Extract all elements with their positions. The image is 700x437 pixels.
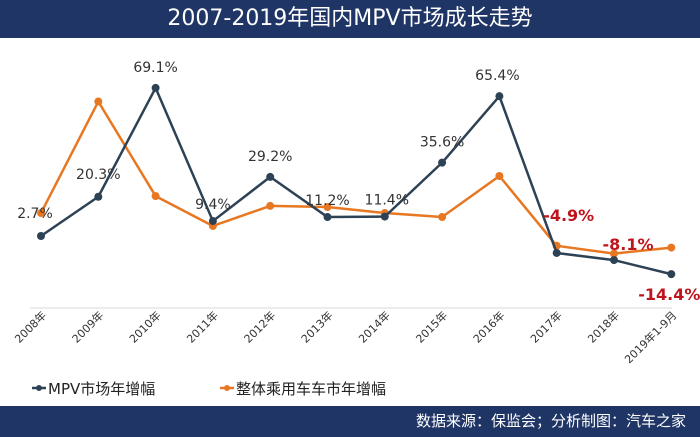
x-tick-label: 2013年	[298, 308, 335, 345]
data-point-mpv	[323, 213, 332, 222]
data-label: 11.2%	[305, 193, 349, 209]
line-chart: 2008年 2009年 2010年 2011年 2012年 2013年 2014年 2015年…	[12, 60, 700, 398]
data-point-mpv	[438, 158, 447, 167]
legend-marker-icon	[224, 385, 230, 391]
data-label: -4.9%	[543, 206, 594, 225]
data-label: 35.6%	[420, 135, 464, 151]
data-point-passenger	[438, 213, 447, 222]
data-label: 20.3%	[76, 167, 120, 183]
x-tick-label: 2019年1-9月	[621, 308, 679, 366]
data-point-passenger	[323, 203, 332, 212]
data-label: -8.1%	[602, 235, 653, 254]
data-point-mpv	[552, 248, 561, 257]
data-label: 2.7%	[17, 206, 53, 222]
data-label: 11.4%	[365, 193, 409, 209]
data-point-mpv	[610, 256, 618, 265]
legend-label: 整体乘用车车市年增幅	[236, 380, 386, 398]
data-label: 29.2%	[248, 149, 292, 165]
data-point-mpv	[37, 232, 45, 240]
data-point-passenger	[266, 201, 275, 210]
data-point-passenger	[667, 243, 676, 252]
data-point-passenger	[37, 209, 45, 218]
data-label: -14.4%	[638, 285, 700, 304]
data-point-mpv	[266, 172, 275, 181]
data-point-passenger	[94, 97, 103, 106]
data-point-mpv	[667, 270, 676, 279]
x-tick-label: 2015年	[413, 308, 450, 345]
data-point-mpv	[208, 217, 217, 226]
legend-label: MPV市场年增幅	[48, 380, 155, 398]
x-tick-label: 2009年	[69, 308, 106, 345]
chart-title: 2007-2019年国内MPV市场成长走势	[0, 0, 700, 38]
data-point-passenger	[495, 172, 504, 181]
data-point-mpv	[380, 212, 389, 221]
x-tick-label: 2017年	[527, 308, 564, 345]
x-tick-label: 2010年	[126, 308, 163, 345]
x-tick-label: 2014年	[355, 308, 392, 345]
x-tick-label: 2008年	[12, 308, 49, 345]
data-label: 9.4%	[195, 197, 231, 213]
data-label: 65.4%	[475, 68, 519, 84]
data-point-mpv	[151, 83, 160, 92]
x-tick-label: 2011年	[184, 308, 221, 345]
series-line-passenger	[39, 100, 672, 255]
legend-marker-icon	[36, 385, 42, 391]
data-point-passenger	[610, 249, 618, 258]
x-tick-label: 2016年	[470, 308, 507, 345]
series-line-mpv	[40, 86, 672, 276]
source-footer: 数据来源：保监会；分析制图：汽车之家	[0, 406, 700, 437]
data-label: 69.1%	[133, 60, 177, 76]
data-point-mpv	[94, 192, 103, 201]
data-point-passenger	[151, 192, 160, 201]
data-point-mpv	[495, 92, 504, 101]
x-tick-label: 2018年	[585, 308, 622, 345]
x-tick-label: 2012年	[241, 308, 278, 345]
